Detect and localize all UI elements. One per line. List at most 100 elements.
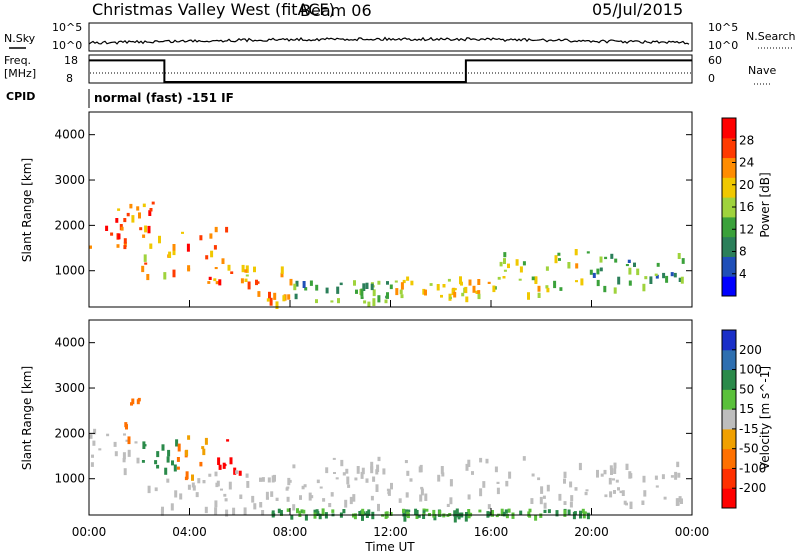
power-cell: [440, 294, 443, 298]
colorbar-segment: [722, 409, 736, 430]
y-tick-label: 2000: [54, 218, 85, 232]
noise-right-tick-low: 10^0: [708, 39, 738, 52]
y-tick-label: 1000: [54, 264, 85, 278]
velocity-cell: [453, 514, 457, 523]
power-cell: [656, 262, 660, 267]
power-cell: [574, 249, 578, 256]
velocity-cell: [261, 510, 265, 516]
power-cell: [360, 288, 364, 297]
x-tick-label: 00:00: [675, 525, 710, 539]
power-cell: [558, 258, 561, 261]
power-cell: [304, 287, 308, 291]
velocity-cell: [360, 471, 364, 479]
power-cell: [172, 269, 176, 278]
power-cell: [325, 287, 329, 294]
freq-label-1: Freq.: [4, 54, 31, 67]
velocity-cell: [419, 464, 423, 473]
velocity-cell: [299, 495, 302, 500]
velocity-cell: [449, 497, 453, 505]
colorbar-segment: [722, 236, 736, 257]
colorbar-segment: [722, 428, 736, 450]
date-title: 05/Jul/2015: [592, 0, 683, 19]
power-cell: [518, 278, 522, 281]
power-cell: [266, 298, 270, 302]
velocity-cell: [619, 490, 623, 494]
power-cell: [241, 264, 245, 273]
velocity-cell: [136, 399, 140, 405]
velocity-cell: [407, 509, 411, 513]
velocity-cell: [663, 496, 667, 500]
power-cell: [339, 282, 343, 286]
power-cell: [337, 298, 340, 304]
nave-tick-high: 60: [708, 54, 722, 67]
power-cell: [400, 294, 404, 299]
velocity-cell: [232, 507, 236, 515]
velocity-cell: [465, 463, 469, 471]
power-cell: [503, 269, 507, 272]
colorbar-segment: [722, 330, 736, 351]
velocity-cell: [409, 478, 413, 482]
colorbar-tick-label: -50: [739, 442, 759, 456]
power-cell: [449, 296, 452, 299]
power-cell: [546, 287, 550, 293]
power-cell: [603, 285, 607, 293]
power-cell: [604, 256, 608, 260]
freq-label-2: [MHz]: [4, 67, 36, 80]
velocity-cell: [539, 513, 543, 518]
power-cell: [628, 267, 632, 275]
velocity-cell: [675, 498, 679, 506]
velocity-cell: [528, 508, 532, 513]
velocity-cell: [365, 478, 369, 483]
velocity-cell: [286, 496, 290, 502]
colorbar-segment: [722, 369, 736, 390]
power-cell: [149, 208, 153, 212]
colorbar-segment: [722, 118, 736, 139]
power-cell: [123, 245, 127, 250]
velocity-cell: [612, 478, 615, 481]
power-cell: [210, 250, 214, 258]
power-cell: [365, 282, 369, 289]
velocity-cell: [370, 461, 374, 470]
velocity-cell: [655, 485, 659, 488]
velocity-cell: [465, 512, 468, 515]
velocity-cell: [370, 495, 374, 501]
y-tick-label: 1000: [54, 472, 85, 486]
velocity-cell: [356, 466, 360, 474]
power-cell: [225, 226, 229, 233]
velocity-cell: [376, 464, 380, 472]
power-cell: [586, 251, 590, 254]
power-cell: [507, 263, 510, 269]
velocity-cell: [270, 491, 274, 497]
y-tick-label: 4000: [54, 128, 85, 142]
cpid-label: CPID: [6, 90, 35, 103]
velocity-cell: [179, 493, 183, 500]
velocity-cell: [253, 503, 257, 510]
x-tick-label: 20:00: [574, 525, 609, 539]
velocity-cell: [511, 512, 515, 519]
velocity-cell: [170, 503, 174, 511]
velocity-cell: [404, 460, 408, 464]
colorbar-tick-label: 8: [739, 245, 747, 259]
velocity-cell: [543, 509, 547, 513]
velocity-cell: [346, 476, 350, 485]
power-cell: [519, 266, 523, 273]
velocity-cell: [361, 513, 364, 521]
power-cell: [459, 276, 462, 285]
x-tick-label: 04:00: [172, 525, 207, 539]
velocity-cell: [246, 481, 250, 488]
velocity-cell: [287, 477, 291, 486]
velocity-cell: [574, 487, 578, 491]
velocity-cell: [389, 512, 393, 516]
velocity-cell: [214, 471, 218, 477]
velocity-cell: [425, 508, 429, 512]
power-cell: [168, 251, 172, 258]
velocity-cell: [142, 441, 146, 449]
power-cell: [273, 292, 277, 300]
velocity-cell: [674, 471, 678, 480]
power-cell: [596, 268, 600, 275]
velocity-cell: [585, 489, 589, 492]
velocity-cell: [285, 487, 289, 491]
velocity-cell: [440, 466, 444, 474]
colorbar-segment: [722, 468, 736, 489]
velocity-cell: [573, 511, 577, 515]
